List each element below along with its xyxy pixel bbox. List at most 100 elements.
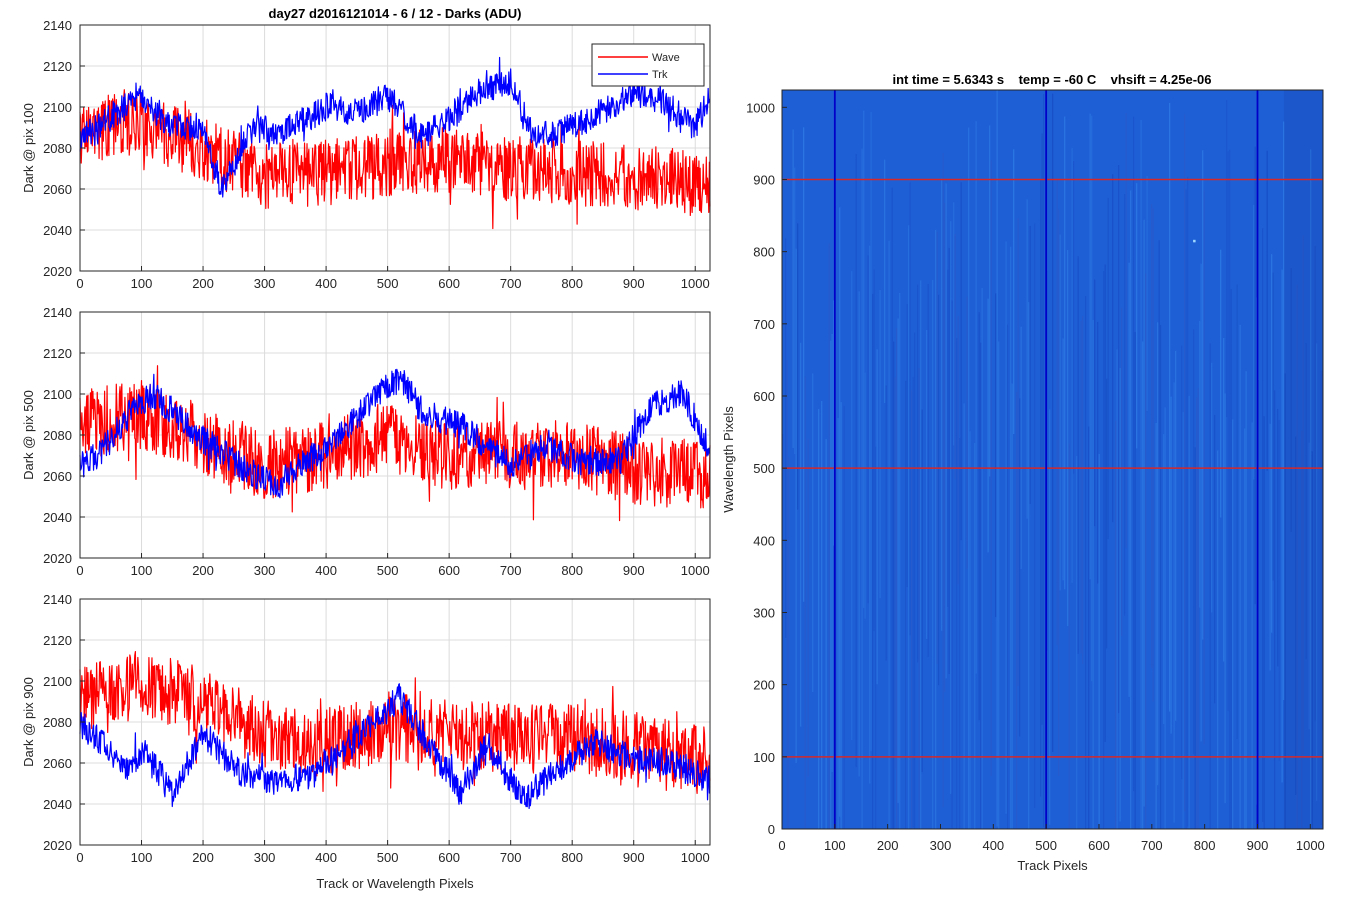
y-tick-label: 2140 (43, 592, 72, 607)
y-axis-label: Wavelength Pixels (721, 406, 736, 513)
x-tick-label: 500 (377, 563, 399, 578)
x-tick-label: 400 (315, 276, 337, 291)
x-tick-label: 1000 (1296, 838, 1325, 853)
y-tick-label: 400 (753, 533, 775, 548)
y-tick-label: 2040 (43, 223, 72, 238)
axes-frame (781, 89, 1324, 830)
y-tick-label: 2140 (43, 18, 72, 33)
x-tick-label: 600 (438, 276, 460, 291)
x-tick-label: 900 (623, 850, 645, 865)
x-tick-label: 700 (1141, 838, 1163, 853)
y-tick-label: 2100 (43, 100, 72, 115)
x-tick-label: 1000 (681, 850, 710, 865)
x-tick-label: 200 (877, 838, 899, 853)
y-tick-label: 2020 (43, 264, 72, 279)
y-tick-label: 2060 (43, 182, 72, 197)
x-tick-label: 100 (131, 276, 153, 291)
y-tick-label: 2020 (43, 838, 72, 853)
chart-title: day27 d2016121014 - 6 / 12 - Darks (ADU) (269, 6, 522, 21)
x-tick-label: 900 (623, 563, 645, 578)
x-tick-label: 500 (377, 276, 399, 291)
x-tick-label: 100 (131, 563, 153, 578)
y-tick-label: 200 (753, 678, 775, 693)
x-tick-label: 700 (500, 850, 522, 865)
y-tick-label: 2020 (43, 551, 72, 566)
x-tick-label: 200 (192, 850, 214, 865)
series-line-trk (79, 683, 711, 810)
y-tick-label: 800 (753, 245, 775, 260)
x-tick-label: 0 (76, 276, 83, 291)
x-tick-label: 100 (131, 850, 153, 865)
y-axis-label: Dark @ pix 500 (21, 390, 36, 480)
line-plot-pix-500: 0 100 200 300 400 500 600 700 800 900 1000 2020 2040… (21, 305, 711, 578)
y-tick-label: 2120 (43, 346, 72, 361)
heatmap-column-texture (782, 90, 1324, 830)
y-tick-label: 700 (753, 317, 775, 332)
legend-box (591, 43, 705, 87)
y-tick-label: 2100 (43, 387, 72, 402)
x-tick-label: 600 (1088, 838, 1110, 853)
line-plot-pix-900: 0 100 200 300 400 500 600 700 800 900 1000 2020 2040… (21, 592, 711, 891)
y-tick-label: 100 (753, 750, 775, 765)
legend-label-wave: Wave (652, 52, 680, 64)
x-tick-label: 200 (192, 276, 214, 291)
x-tick-label: 900 (623, 276, 645, 291)
legend-label-trk: Trk (652, 69, 668, 81)
y-tick-label: 2140 (43, 305, 72, 320)
y-tick-label: 600 (753, 389, 775, 404)
x-tick-label: 300 (254, 563, 276, 578)
dark-frame-heatmap: 0 100 200 300 400 500 600 700 800 900 1000 0 100 200 3… (721, 72, 1325, 873)
series-line-trk (79, 56, 711, 198)
y-tick-label: 2080 (43, 141, 72, 156)
y-tick-label: 1000 (746, 100, 775, 115)
hot-pixel (1193, 239, 1196, 243)
y-tick-label: 500 (753, 461, 775, 476)
x-tick-label: 900 (1247, 838, 1269, 853)
y-tick-label: 2040 (43, 797, 72, 812)
x-tick-label: 700 (500, 276, 522, 291)
y-tick-label: 900 (753, 172, 775, 187)
x-tick-label: 800 (561, 850, 583, 865)
x-tick-label: 400 (982, 838, 1004, 853)
x-tick-label: 500 (377, 850, 399, 865)
y-tick-label: 2120 (43, 59, 72, 74)
x-tick-label: 400 (315, 563, 337, 578)
y-tick-label: 2120 (43, 633, 72, 648)
x-axis-label: Track Pixels (1017, 858, 1088, 873)
chart-title: int time = 5.6343 s temp = -60 C vhsift … (892, 72, 1211, 87)
x-tick-label: 800 (561, 276, 583, 291)
legend: Wave Trk (591, 43, 705, 87)
x-tick-label: 600 (438, 850, 460, 865)
x-tick-label: 200 (192, 563, 214, 578)
series-line-trk (79, 368, 711, 499)
x-tick-label: 0 (76, 850, 83, 865)
series-line-wave (79, 89, 711, 230)
x-tick-label: 500 (1035, 838, 1057, 853)
x-tick-label: 600 (438, 563, 460, 578)
x-axis-label: Track or Wavelength Pixels (316, 876, 474, 891)
x-tick-label: 300 (930, 838, 952, 853)
y-tick-label: 300 (753, 605, 775, 620)
y-axis-label: Dark @ pix 100 (21, 103, 36, 193)
x-tick-label: 0 (778, 838, 785, 853)
x-tick-label: 400 (315, 850, 337, 865)
x-tick-label: 1000 (681, 563, 710, 578)
y-tick-label: 2060 (43, 756, 72, 771)
x-tick-label: 800 (561, 563, 583, 578)
y-tick-label: 2080 (43, 428, 72, 443)
y-tick-label: 2060 (43, 469, 72, 484)
x-tick-label: 1000 (681, 276, 710, 291)
line-plot-pix-100: 0 100 200 300 400 500 600 700 800 900 1000 2020 2040… (21, 6, 711, 291)
x-tick-label: 100 (824, 838, 846, 853)
x-tick-label: 800 (1194, 838, 1216, 853)
y-tick-label: 2100 (43, 674, 72, 689)
y-tick-label: 2040 (43, 510, 72, 525)
x-tick-label: 0 (76, 563, 83, 578)
x-tick-label: 300 (254, 276, 276, 291)
x-tick-label: 700 (500, 563, 522, 578)
x-tick-label: 300 (254, 850, 276, 865)
y-tick-label: 0 (768, 822, 775, 837)
y-tick-label: 2080 (43, 715, 72, 730)
heatmap-right-shading (1283, 90, 1323, 829)
